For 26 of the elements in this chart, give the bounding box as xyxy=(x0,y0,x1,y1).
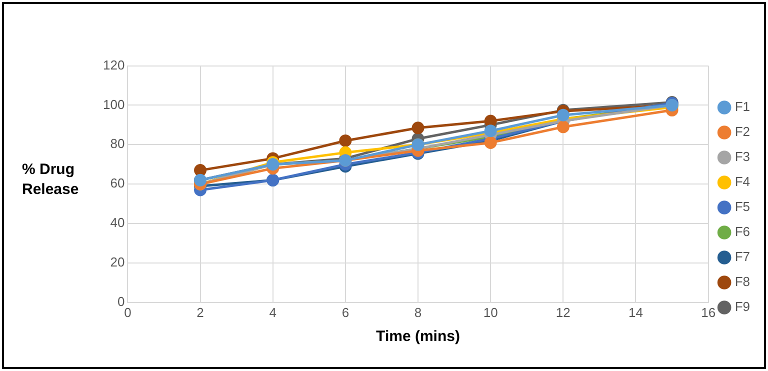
legend-label: F5 xyxy=(734,199,750,214)
x-tick-label: 6 xyxy=(342,304,350,320)
x-axis-title: Time (mins) xyxy=(376,328,460,346)
x-tick-label: 14 xyxy=(628,304,643,320)
x-tick-label: 10 xyxy=(483,304,498,320)
y-tick-label: 20 xyxy=(110,254,125,270)
y-tick-label: 40 xyxy=(110,215,125,230)
y-tick-label: 120 xyxy=(102,57,125,72)
legend-label: F3 xyxy=(734,149,750,164)
y-axis-title: % Drug Release xyxy=(22,160,80,200)
y-tick-label: 0 xyxy=(117,294,125,309)
x-tick-label: 8 xyxy=(414,304,422,320)
y-tick-label: 60 xyxy=(110,176,125,191)
y-tick-label: 100 xyxy=(102,96,125,112)
y-tick-label: 80 xyxy=(110,136,125,152)
legend-label: F8 xyxy=(734,274,750,290)
legend-label: F7 xyxy=(734,249,750,264)
legend-label: F1 xyxy=(734,99,750,114)
x-tick-label: 16 xyxy=(701,304,716,320)
legend-label: F6 xyxy=(734,224,750,240)
legend-label: F4 xyxy=(734,174,750,190)
x-tick-label: 2 xyxy=(196,304,204,320)
x-tick-label: 4 xyxy=(269,304,276,320)
legend-label: F9 xyxy=(734,299,750,314)
x-tick-label: 12 xyxy=(556,304,570,320)
legend-label: F2 xyxy=(734,124,750,140)
